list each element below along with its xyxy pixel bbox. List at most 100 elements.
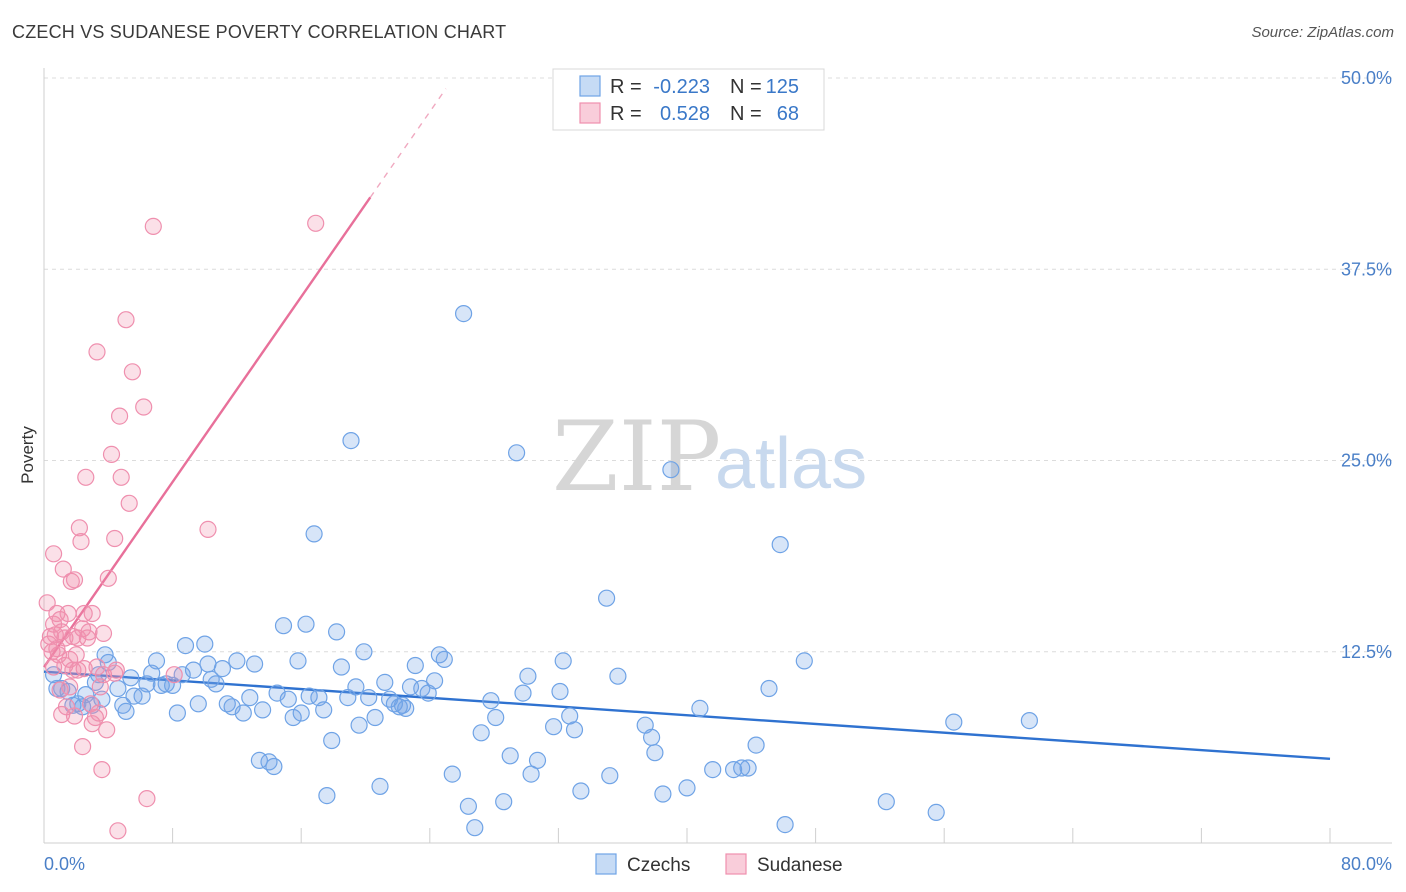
czech-point bbox=[77, 685, 95, 704]
sudanese-point bbox=[77, 468, 95, 486]
czech-point bbox=[279, 690, 297, 708]
sudanese-point bbox=[135, 398, 153, 416]
czech-point bbox=[771, 535, 789, 554]
czech-point bbox=[122, 669, 140, 687]
legend-r-value: 0.528 bbox=[660, 103, 710, 125]
czech-point bbox=[265, 757, 283, 776]
czech-point bbox=[654, 785, 672, 803]
czech-point bbox=[138, 675, 156, 693]
czech-point bbox=[164, 676, 182, 695]
sudanese-point bbox=[65, 571, 84, 589]
czech-point bbox=[646, 744, 664, 762]
sudanese-point bbox=[49, 646, 68, 664]
czech-point bbox=[371, 777, 389, 796]
czech-point bbox=[430, 646, 448, 664]
bottom-legend-label-czechs: Czechs bbox=[627, 855, 690, 876]
czech-point bbox=[196, 635, 214, 653]
czech-point bbox=[366, 708, 384, 727]
sudanese-point bbox=[98, 721, 116, 739]
czech-point bbox=[443, 765, 461, 783]
czech-point bbox=[260, 753, 278, 771]
sudanese-point bbox=[102, 445, 121, 463]
bottom-legend-label-sudanese: Sudanese bbox=[757, 855, 843, 876]
czech-point bbox=[776, 815, 794, 834]
czech-point bbox=[297, 615, 315, 633]
czech-point bbox=[472, 724, 490, 742]
sudanese-point bbox=[144, 217, 162, 235]
sudanese-point bbox=[59, 604, 77, 623]
czech-point bbox=[691, 699, 709, 718]
czech-point bbox=[284, 708, 302, 727]
sudanese-point bbox=[38, 594, 56, 612]
legend-n-label: N = bbox=[730, 103, 762, 125]
czech-point bbox=[551, 682, 569, 701]
sudanese-point bbox=[65, 707, 84, 725]
czech-point bbox=[597, 589, 616, 607]
czech-point bbox=[234, 704, 252, 722]
czech-point bbox=[795, 652, 813, 670]
czech-point bbox=[213, 659, 231, 678]
czech-point bbox=[642, 728, 661, 747]
czech-point bbox=[274, 617, 293, 635]
watermark: ZIP atlas bbox=[552, 401, 867, 513]
czech-point bbox=[945, 713, 963, 731]
czech-point bbox=[246, 655, 264, 673]
czech-point bbox=[426, 672, 444, 690]
czech-point bbox=[877, 793, 895, 811]
czech-point bbox=[733, 759, 751, 777]
sudanese-point bbox=[120, 494, 138, 512]
y-tick-labels: 12.5% 25.0% 37.5% 50.0% bbox=[1341, 68, 1392, 662]
sudanese-point bbox=[54, 560, 72, 578]
sudanese-point bbox=[69, 661, 87, 679]
watermark-zip: ZIP bbox=[552, 401, 721, 513]
czech-point bbox=[406, 656, 424, 675]
sudanese-point bbox=[80, 623, 98, 641]
sudanese-point bbox=[117, 311, 135, 329]
source-label: Source: ZipAtlas.com bbox=[1251, 24, 1394, 41]
czech-point bbox=[184, 661, 203, 679]
legend-n-value: 68 bbox=[777, 103, 799, 125]
czech-point bbox=[199, 655, 217, 673]
sudanese-point bbox=[93, 760, 111, 779]
czech-point bbox=[323, 731, 341, 750]
sudanese-point bbox=[90, 704, 108, 722]
czech-point bbox=[109, 679, 127, 698]
x-tick-label: 80.0% bbox=[1341, 854, 1392, 874]
sudanese-point bbox=[70, 519, 89, 537]
czech-point bbox=[544, 718, 563, 736]
czech-point bbox=[168, 704, 186, 722]
sudanese-point bbox=[51, 681, 69, 699]
watermark-atlas: atlas bbox=[715, 424, 867, 504]
sudanese-trend-extension bbox=[369, 88, 447, 198]
czech-point bbox=[241, 688, 259, 707]
czech-point bbox=[678, 779, 696, 797]
czech-point bbox=[147, 652, 166, 670]
czech-point bbox=[189, 695, 207, 713]
x-tick-labels: 0.0% 80.0% bbox=[44, 854, 1392, 874]
y-tick-label: 12.5% bbox=[1341, 642, 1392, 662]
czech-point bbox=[739, 759, 757, 777]
czech-point bbox=[318, 786, 336, 805]
czech-point bbox=[466, 819, 484, 837]
czech-point bbox=[528, 751, 547, 770]
sudanese-point bbox=[165, 666, 183, 684]
czech-point bbox=[355, 643, 373, 661]
czech-point bbox=[176, 636, 195, 655]
czech-point bbox=[435, 650, 453, 669]
sudanese-point bbox=[75, 659, 93, 678]
sudanese-point bbox=[78, 629, 97, 647]
sudanese-point bbox=[110, 407, 129, 425]
czech-point bbox=[360, 688, 378, 707]
sudanese-point bbox=[199, 520, 217, 539]
czech-point bbox=[519, 667, 537, 685]
czech-point bbox=[554, 652, 572, 670]
data-points bbox=[38, 214, 1039, 840]
bottom-legend-swatch-sudanese bbox=[725, 853, 747, 875]
czech-point bbox=[328, 623, 346, 641]
czech-point bbox=[927, 803, 945, 822]
czech-point bbox=[393, 696, 412, 714]
czech-point bbox=[514, 684, 532, 702]
axes bbox=[43, 68, 1392, 844]
czech-point bbox=[332, 658, 350, 676]
czech-point bbox=[397, 699, 415, 718]
